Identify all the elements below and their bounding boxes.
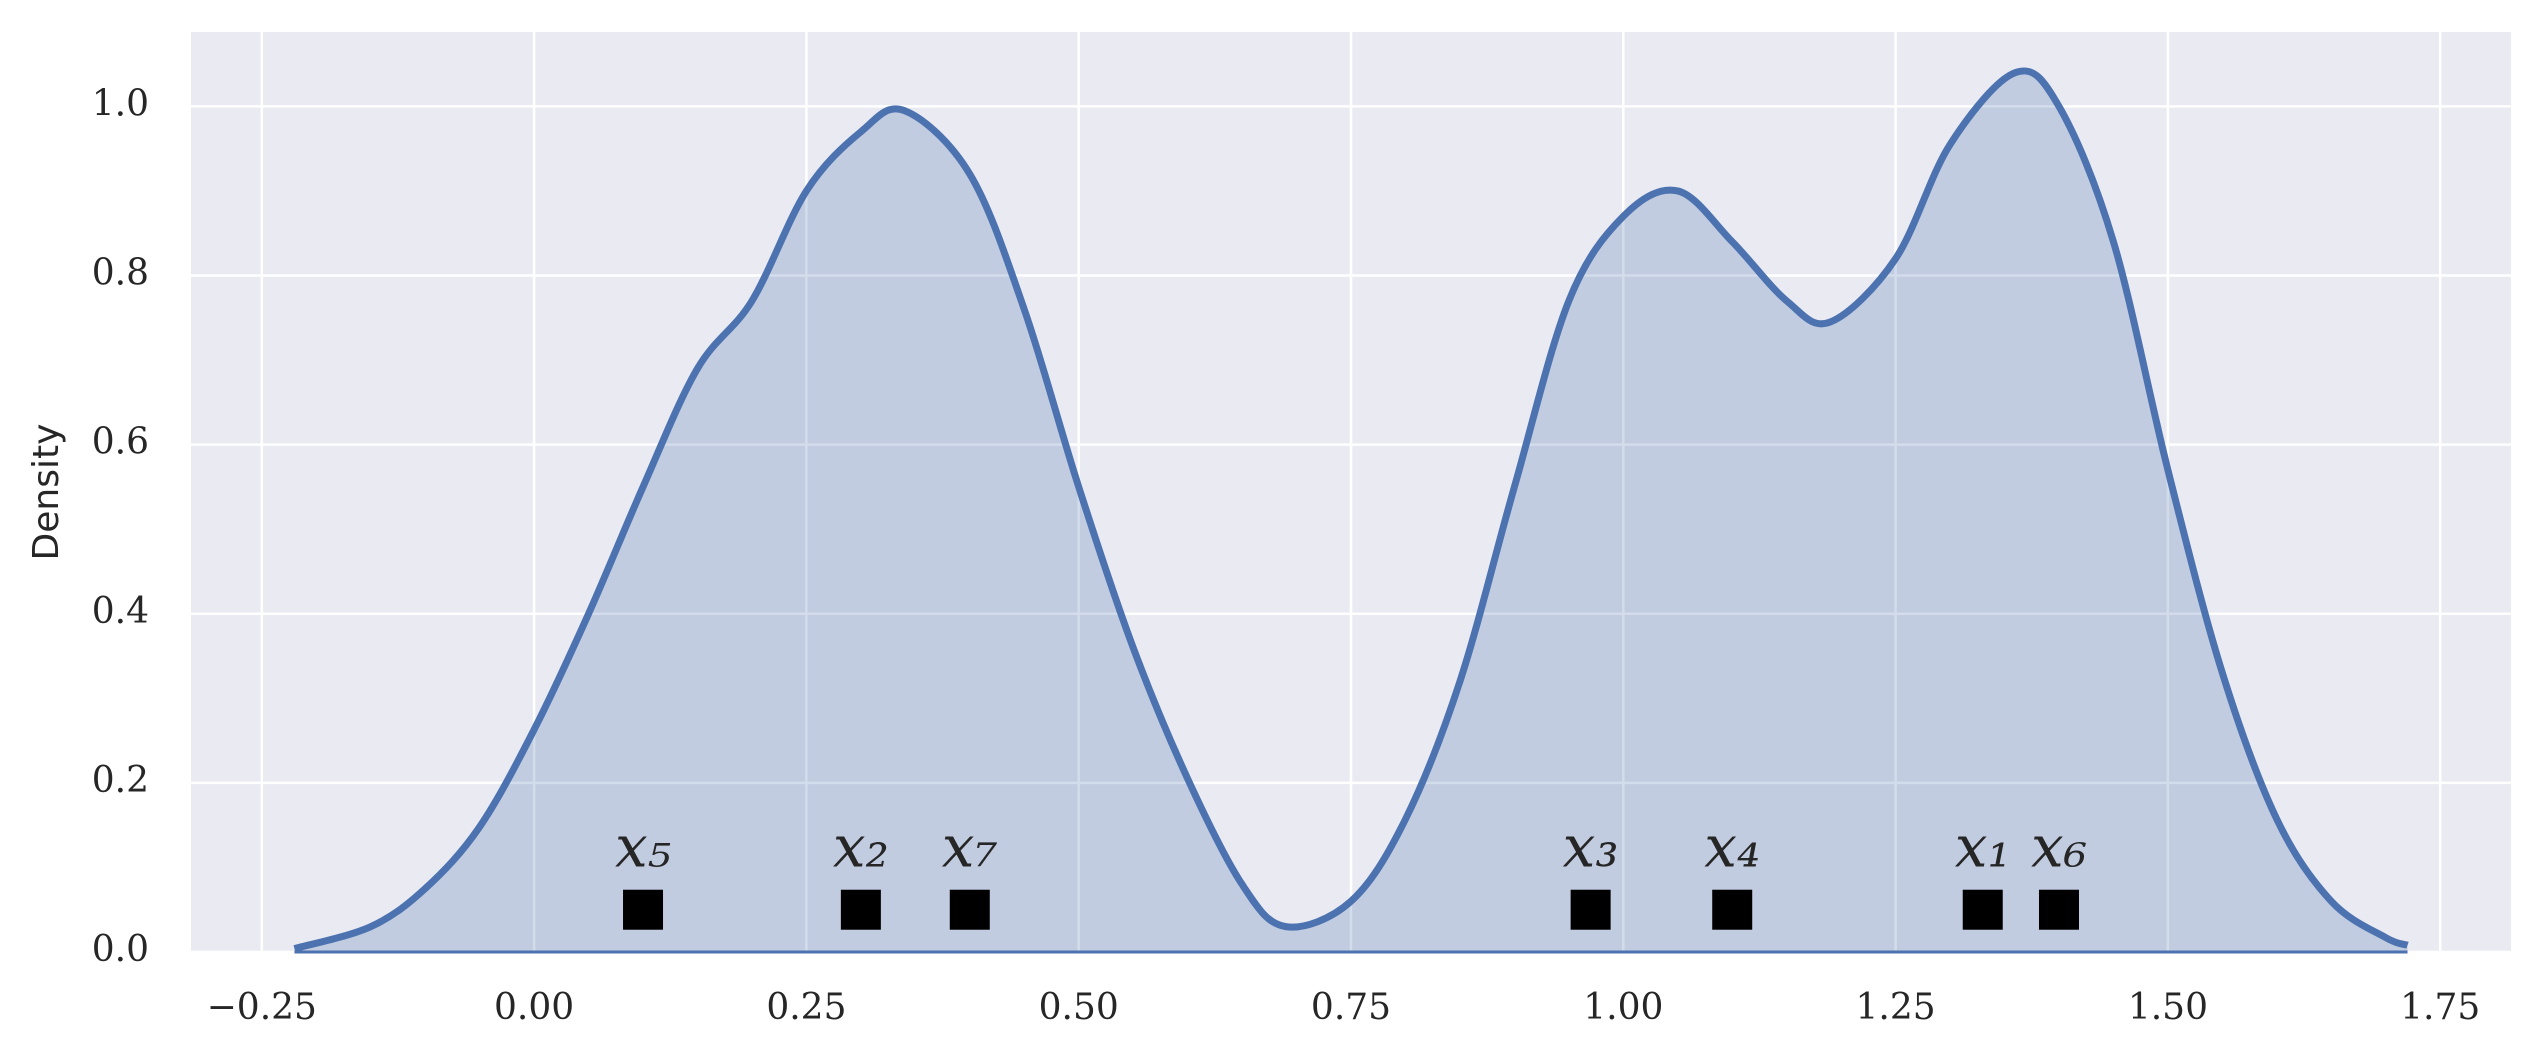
point-label: x₂ bbox=[833, 813, 889, 881]
y-tick-label: 0.2 bbox=[92, 760, 149, 801]
x-tick-label: 1.25 bbox=[1856, 987, 1936, 1028]
y-axis-label: Density bbox=[26, 424, 67, 561]
x-tick-label: 0.00 bbox=[494, 987, 574, 1028]
point-label: x₆ bbox=[2031, 813, 2087, 881]
x-tick-label: 1.50 bbox=[2128, 987, 2208, 1028]
sample-point bbox=[840, 889, 881, 930]
sample-point bbox=[1962, 889, 2003, 930]
y-tick-label: 0.6 bbox=[92, 422, 149, 463]
point-label: x₅ bbox=[615, 813, 671, 881]
point-label: x₇ bbox=[942, 813, 998, 881]
x-tick-label: −0.25 bbox=[207, 987, 317, 1028]
x-tick-label: 0.25 bbox=[766, 987, 846, 1028]
x-tick-label: 1.75 bbox=[2400, 987, 2480, 1028]
density-area bbox=[294, 70, 2408, 952]
x-tick-label: 1.00 bbox=[1583, 987, 1663, 1028]
x-tick-label: 0.75 bbox=[1311, 987, 1391, 1028]
density-line bbox=[293, 67, 2409, 952]
point-label: x₁ bbox=[1955, 813, 2011, 881]
y-tick-label: 0.4 bbox=[92, 591, 149, 632]
sample-point bbox=[949, 889, 990, 930]
sample-point bbox=[1712, 889, 1753, 930]
x-tick-label: 0.50 bbox=[1039, 987, 1119, 1028]
y-tick-label: 0.0 bbox=[92, 929, 149, 970]
y-tick-label: 0.8 bbox=[92, 253, 149, 294]
point-label: x₄ bbox=[1704, 813, 1760, 881]
sample-point bbox=[2038, 889, 2079, 930]
point-label: x₃ bbox=[1563, 813, 1619, 881]
sample-point bbox=[1570, 889, 1611, 930]
y-tick-label: 1.0 bbox=[92, 83, 149, 124]
sample-point bbox=[623, 889, 664, 930]
